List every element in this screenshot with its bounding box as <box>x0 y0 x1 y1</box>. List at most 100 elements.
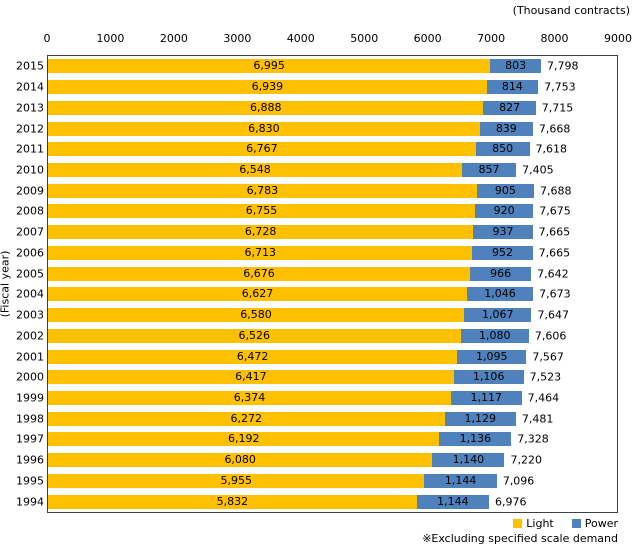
light-segment: 6,713 <box>48 245 473 260</box>
bar-row-2011: 2011 6,767 850 7,618 <box>16 139 617 160</box>
power-segment: 803 <box>490 59 541 74</box>
power-value-label: 966 <box>490 266 512 280</box>
stacked-bar: 6,995 803 <box>48 59 617 74</box>
year-label: 2004 <box>16 287 44 301</box>
year-label: 2008 <box>16 204 44 218</box>
stacked-bar: 6,526 1,080 <box>48 328 617 343</box>
light-value-label: 6,995 <box>253 59 285 73</box>
power-segment: 1,095 <box>457 349 527 364</box>
light-value-label: 6,374 <box>233 390 266 404</box>
light-value-label: 6,676 <box>243 266 275 280</box>
year-label: 1999 <box>16 391 44 405</box>
power-value-label: 1,144 <box>437 494 469 508</box>
footnote: ※Excluding specified scale demand <box>422 532 618 545</box>
bar-row-2001: 2001 6,472 1,095 7,567 <box>16 346 617 367</box>
year-label: 2010 <box>16 163 44 177</box>
x-tick-label: 1000 <box>96 32 125 45</box>
power-value-label: 827 <box>499 100 521 114</box>
year-label: 2014 <box>16 80 44 94</box>
light-value-label: 6,713 <box>244 245 276 259</box>
power-segment: 814 <box>486 80 539 95</box>
stacked-bar: 6,713 952 <box>48 245 617 260</box>
light-value-label: 6,755 <box>245 204 278 218</box>
plot-area: 2015 6,995 803 7,798 2014 6,939 814 7,753 2013 6,… <box>16 55 618 513</box>
x-axis: 0 1000 2000 3000 4000 5000 6000 7000 8000 9000 <box>43 32 633 48</box>
year-label: 2013 <box>16 101 44 115</box>
bar-row-2000: 2000 6,417 1,106 7,523 <box>16 367 617 388</box>
light-value-label: 6,939 <box>251 80 284 94</box>
bar-row-2009: 2009 6,783 905 7,688 <box>16 180 617 201</box>
stacked-bar: 6,939 814 <box>48 80 617 95</box>
power-value-label: 803 <box>505 59 527 73</box>
bar-row-2003: 2003 6,580 1,067 7,647 <box>16 305 617 326</box>
axis-units-label: (Thousand contracts) <box>512 4 630 17</box>
x-tick-label: 0 <box>43 32 51 45</box>
power-segment: 850 <box>475 142 530 157</box>
power-value-label: 1,046 <box>484 287 516 301</box>
stacked-bar: 6,580 1,067 <box>48 308 617 323</box>
light-swatch-icon <box>513 519 523 528</box>
bar-row-1998: 1998 6,272 1,129 7,481 <box>16 408 617 429</box>
light-segment: 6,830 <box>48 121 480 136</box>
bar-row-2010: 2010 6,548 857 7,405 <box>16 160 617 181</box>
year-label: 2005 <box>16 267 44 281</box>
stacked-bar: 6,783 905 <box>48 183 617 198</box>
power-value-label: 814 <box>501 80 523 94</box>
stacked-bar: 5,832 1,144 <box>48 494 617 509</box>
total-value-label: 7,523 <box>529 370 562 384</box>
stacked-bar: 6,767 850 <box>48 142 617 157</box>
total-value-label: 7,673 <box>539 287 571 301</box>
power-segment: 1,144 <box>416 494 490 509</box>
bar-row-2004: 2004 6,627 1,046 7,673 <box>16 284 617 305</box>
light-segment: 6,192 <box>48 432 440 447</box>
year-label: 2009 <box>16 184 44 198</box>
power-segment: 1,136 <box>439 432 512 447</box>
bar-row-2002: 2002 6,526 1,080 7,606 <box>16 325 617 346</box>
light-value-label: 6,272 <box>230 411 263 425</box>
power-segment: 937 <box>473 225 533 240</box>
total-value-label: 7,220 <box>510 453 542 467</box>
x-tick-label: 2000 <box>159 32 188 45</box>
year-label: 1997 <box>16 432 44 446</box>
bar-row-1996: 1996 6,080 1,140 7,220 <box>16 450 617 471</box>
total-value-label: 7,567 <box>532 350 564 364</box>
power-swatch-icon <box>571 519 581 528</box>
light-segment: 6,627 <box>48 287 467 302</box>
x-tick-label: 9000 <box>604 32 632 45</box>
stacked-bar: 6,417 1,106 <box>48 370 617 385</box>
bar-row-2012: 2012 6,830 839 7,668 <box>16 118 617 139</box>
light-value-label: 6,767 <box>246 142 278 156</box>
light-value-label: 6,080 <box>224 453 256 467</box>
total-value-label: 7,647 <box>537 308 569 322</box>
bar-row-2005: 2005 6,676 966 7,642 <box>16 263 617 284</box>
bar-row-2014: 2014 6,939 814 7,753 <box>16 77 617 98</box>
power-value-label: 1,080 <box>478 328 511 342</box>
power-segment: 966 <box>470 266 532 281</box>
power-segment: 1,129 <box>444 411 516 426</box>
legend-light-label: Light <box>526 517 554 530</box>
light-segment: 6,548 <box>48 162 462 177</box>
power-segment: 905 <box>476 183 535 198</box>
bar-row-1999: 1999 6,374 1,117 7,464 <box>16 388 617 409</box>
light-value-label: 6,783 <box>246 183 279 197</box>
light-segment: 6,472 <box>48 349 458 364</box>
x-tick-label: 7000 <box>477 32 506 45</box>
light-segment: 6,783 <box>48 183 477 198</box>
total-value-label: 7,618 <box>535 142 568 156</box>
light-segment: 6,272 <box>48 411 445 426</box>
total-value-label: 7,665 <box>538 246 571 260</box>
stacked-bar: 6,548 857 <box>48 162 617 177</box>
y-axis-title: (Fiscal year) <box>0 250 12 318</box>
power-value-label: 920 <box>493 204 515 218</box>
year-label: 1995 <box>16 474 44 488</box>
light-segment: 6,888 <box>48 100 484 115</box>
x-tick-label: 3000 <box>223 32 252 45</box>
x-tick-label: 5000 <box>350 32 379 45</box>
light-segment: 6,080 <box>48 453 433 468</box>
power-value-label: 1,095 <box>476 349 508 363</box>
power-value-label: 1,140 <box>452 453 485 467</box>
power-segment: 839 <box>479 121 533 136</box>
light-segment: 6,755 <box>48 204 476 219</box>
light-value-label: 6,728 <box>244 225 277 239</box>
